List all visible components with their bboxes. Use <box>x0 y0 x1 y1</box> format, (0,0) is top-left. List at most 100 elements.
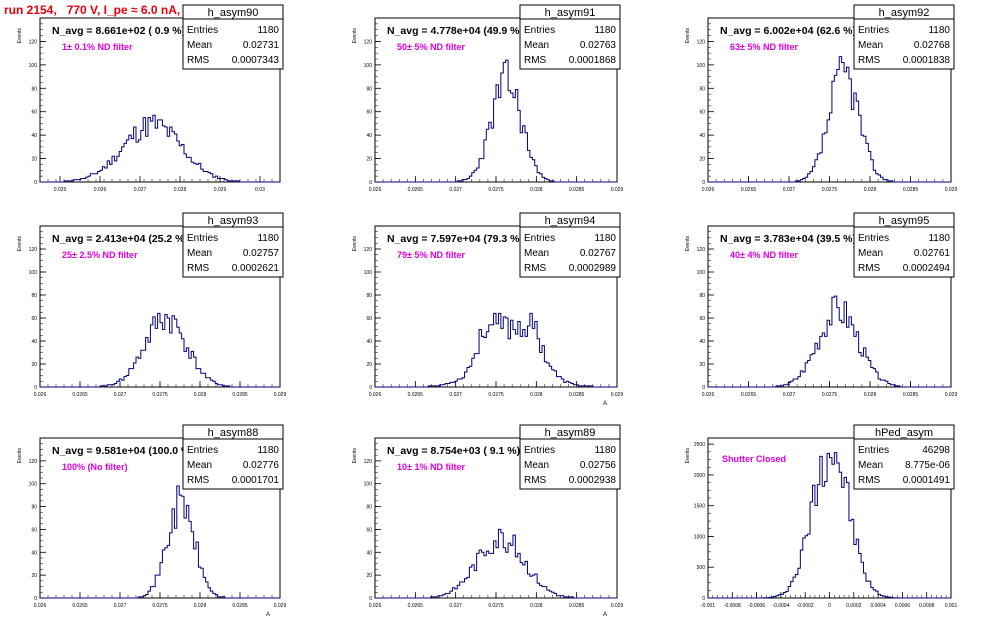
y-axis-label: Events <box>17 28 23 44</box>
chart-h_asym94: 0 20 40 60 80 100 120 0.026 0.0265 0.027 0.0275 0.0… <box>352 212 624 407</box>
stats-key: Entries <box>858 233 889 244</box>
histogram-bars <box>40 485 280 599</box>
y-tick-label: 60 <box>31 110 37 116</box>
x-tick-label: 0.026 <box>34 603 47 609</box>
x-tick-label: 0.0265 <box>408 187 424 193</box>
x-tick-label: 0.026 <box>369 603 382 609</box>
x-tick-label: 0.027 <box>783 392 796 398</box>
y-tick-label: 120 <box>364 39 373 45</box>
x-tick-label: 0 <box>828 603 831 609</box>
stats-value: 1180 <box>594 25 616 36</box>
y-tick-label: 40 <box>366 550 372 556</box>
x-tick-label: 0.029 <box>611 187 624 193</box>
stats-box <box>853 212 955 278</box>
y-tick-label: 0 <box>34 385 37 391</box>
y-axis-label: Events <box>352 236 358 252</box>
x-tick-label: 0.0275 <box>152 603 168 609</box>
x-tick-label: 0.029 <box>611 603 624 609</box>
x-tick-label: 0.0275 <box>488 392 504 398</box>
stats-title: h_asym95 <box>879 215 930 227</box>
y-tick-label: 80 <box>366 293 372 299</box>
stats-key: Entries <box>187 233 218 244</box>
y-tick-label: 80 <box>31 293 37 299</box>
stats-key: RMS <box>524 263 547 274</box>
navg-label: N_avg = 8.661e+02 ( 0.9 %) <box>52 25 185 37</box>
histogram-bars <box>708 452 951 599</box>
y-tick-label: 100 <box>29 63 38 69</box>
stats-key: Entries <box>187 25 218 36</box>
y-tick-label: 80 <box>366 505 372 511</box>
x-tick-label: 0.029 <box>611 392 624 398</box>
x-tick-label: 0.026 <box>369 392 382 398</box>
histogram-bars <box>40 312 280 388</box>
stats-title: h_asym88 <box>208 427 259 439</box>
x-tick-label: 0.0275 <box>822 187 838 193</box>
x-tick-label: 0.001 <box>945 603 958 609</box>
stats-key: Mean <box>187 248 212 259</box>
stats-box <box>182 424 284 490</box>
y-axis-label: Events <box>17 236 23 252</box>
stats-key: Entries <box>858 445 889 456</box>
stats-box <box>182 4 284 70</box>
stats-value: 46298 <box>922 445 950 456</box>
y-tick-label: 20 <box>699 362 705 368</box>
filter-annotation: 1± 0.1% ND filter <box>62 42 133 52</box>
x-tick-label: 0.028 <box>194 392 207 398</box>
y-tick-label: 20 <box>31 362 37 368</box>
stats-value: 0.02767 <box>580 248 617 259</box>
y-tick-label: 80 <box>699 293 705 299</box>
filter-annotation: 50± 5% ND filter <box>397 42 465 52</box>
x-tick-label: 0.027 <box>449 603 462 609</box>
stats-key: Entries <box>524 445 555 456</box>
y-tick-label: 40 <box>699 133 705 139</box>
x-tick-label: 0.0004 <box>870 603 886 609</box>
y-tick-label: 40 <box>366 133 372 139</box>
stats-value: 0.0007343 <box>232 55 280 66</box>
x-tick-label: 0.028 <box>530 187 543 193</box>
x-tick-label: -0.0004 <box>772 603 789 609</box>
stats-value: 0.0001868 <box>569 55 617 66</box>
stats-key: RMS <box>187 475 210 486</box>
stats-key: RMS <box>858 55 881 66</box>
navg-label: N_avg = 2.413e+04 (25.2 %) <box>52 233 188 245</box>
x-tick-label: 0.0285 <box>903 187 919 193</box>
y-tick-label: 1500 <box>694 504 705 510</box>
histogram-bars <box>375 59 617 183</box>
stats-box <box>519 424 621 490</box>
stats-value: 0.0002494 <box>903 263 951 274</box>
stats-value: 0.02761 <box>914 248 951 259</box>
y-tick-label: 80 <box>699 86 705 92</box>
y-tick-label: 20 <box>366 362 372 368</box>
y-axis-label: Events <box>352 28 358 44</box>
x-tick-label: 0.028 <box>530 603 543 609</box>
stats-value: 0.0002621 <box>232 263 280 274</box>
x-tick-label: 0.0275 <box>488 187 504 193</box>
y-tick-label: 40 <box>366 339 372 345</box>
y-tick-label: 120 <box>697 247 706 253</box>
y-tick-label: 20 <box>699 157 705 163</box>
x-tick-label: 0.0265 <box>741 187 757 193</box>
y-tick-label: 100 <box>29 270 38 276</box>
stats-value: 0.02768 <box>914 40 951 51</box>
y-axis-label: Events <box>17 448 23 464</box>
stats-title: h_asym90 <box>208 7 259 19</box>
stats-value: 1180 <box>928 233 950 244</box>
y-tick-label: 100 <box>697 63 706 69</box>
filter-annotation: 25± 2.5% ND filter <box>62 250 138 260</box>
y-tick-label: 0 <box>34 596 37 602</box>
y-tick-label: 0 <box>369 596 372 602</box>
x-tick-label: 0.03 <box>255 187 265 193</box>
stats-key: Entries <box>187 445 218 456</box>
x-tick-label: 0.0285 <box>232 392 248 398</box>
y-tick-label: 40 <box>31 133 37 139</box>
chart-h_asym90: 0 20 40 60 80 100 120 0.025 0.026 0.027 0.028 0.029… <box>17 4 284 193</box>
x-tick-label: 0.0265 <box>741 392 757 398</box>
y-tick-label: 20 <box>366 573 372 579</box>
x-tick-label: 0.026 <box>369 187 382 193</box>
x-tick-label: 0.0265 <box>408 603 424 609</box>
x-tick-label: 0.029 <box>945 187 958 193</box>
filter-annotation: 40± 4% ND filter <box>730 250 798 260</box>
y-tick-label: 100 <box>29 482 38 488</box>
x-tick-label: 0.028 <box>864 187 877 193</box>
y-tick-label: 40 <box>699 339 705 345</box>
